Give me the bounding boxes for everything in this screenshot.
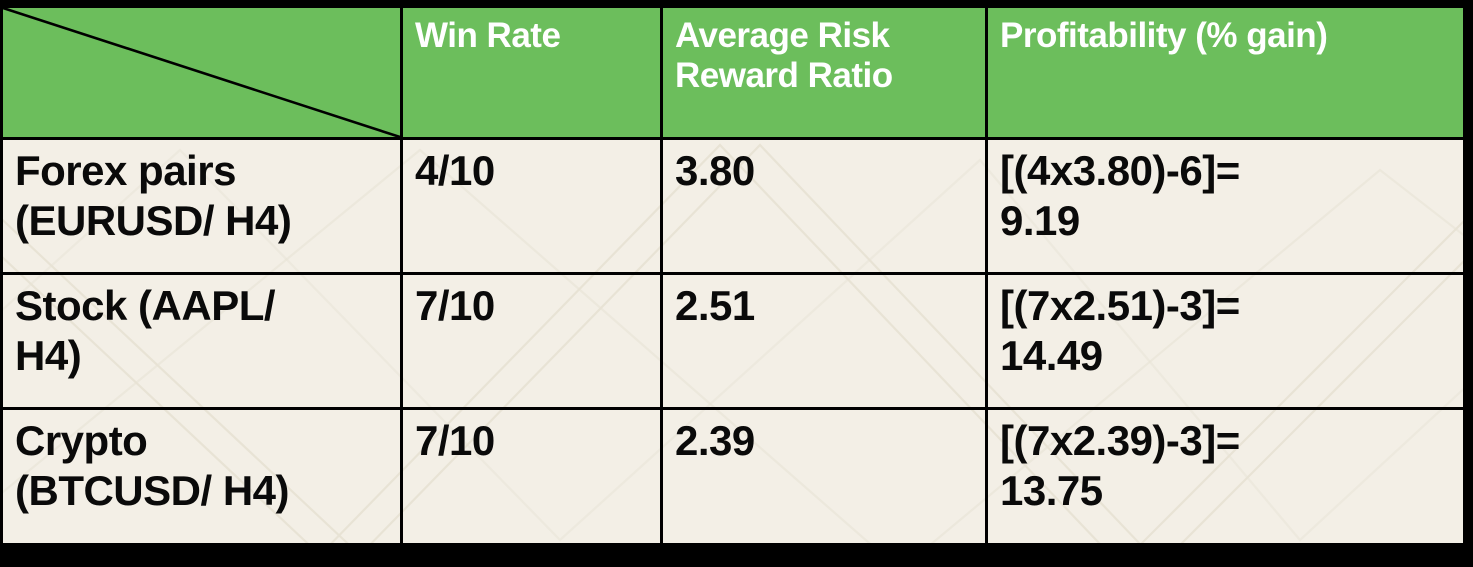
row-label-stock: Stock (AAPL/ H4) (3, 275, 400, 407)
col-header-profitability: Profitability (% gain) (988, 8, 1463, 137)
stock-avg-rr-cell: 2.51 (663, 275, 985, 407)
row-label-crypto: Crypto (BTCUSD/ H4) (3, 410, 400, 543)
stock-profitability-cell: [(7x2.51)-3]= 14.49 (988, 275, 1463, 407)
forex-avg-rr-cell: 3.80 (663, 140, 985, 272)
forex-profitability-cell: [(4x3.80)-6]= 9.19 (988, 140, 1463, 272)
crypto-win-rate-cell: 7/10 (403, 410, 660, 543)
diagonal-line (3, 8, 400, 137)
row-label-forex: Forex pairs (EURUSD/ H4) (3, 140, 400, 272)
forex-win-rate-cell: 4/10 (403, 140, 660, 272)
crypto-profitability-cell: [(7x2.39)-3]= 13.75 (988, 410, 1463, 543)
stock-win-rate-cell: 7/10 (403, 275, 660, 407)
col-header-avg-risk-reward: Average Risk Reward Ratio (663, 8, 985, 137)
crypto-avg-rr-cell: 2.39 (663, 410, 985, 543)
col-header-win-rate: Win Rate (403, 8, 660, 137)
corner-header-cell (3, 8, 400, 137)
